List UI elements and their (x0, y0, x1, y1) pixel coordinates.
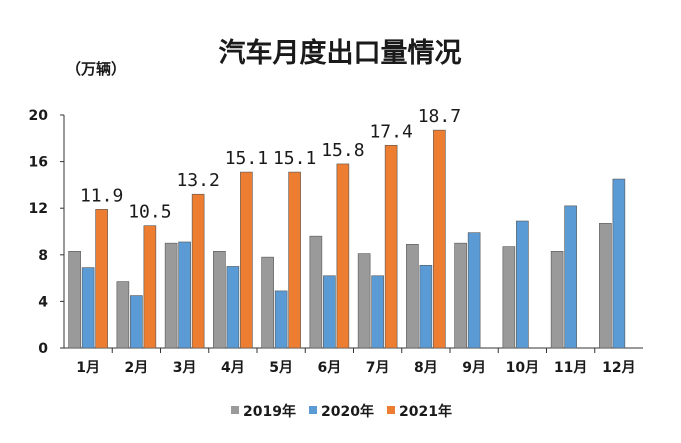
x-tick-label: 11月 (554, 360, 587, 376)
data-label: 15.1 (273, 148, 316, 169)
bar-2019年-9月 (454, 242, 467, 349)
bar-2020年-9月 (467, 232, 481, 349)
bar-2021年-6月 (336, 163, 350, 349)
bar-2020年-7月 (371, 275, 384, 349)
bar-2020年-4月 (226, 266, 240, 349)
data-label: 18.7 (418, 106, 461, 127)
bar-2020年-12月 (612, 178, 626, 349)
legend-label: 2019年 (243, 403, 296, 420)
x-tick-label: 12月 (602, 360, 635, 376)
y-tick-label: 16 (29, 155, 48, 171)
x-tick-label: 6月 (318, 360, 342, 376)
bar-2021年-8月 (433, 129, 446, 349)
bar-2021年-3月 (191, 193, 205, 349)
data-label: 11.9 (80, 185, 123, 206)
bars (68, 129, 626, 349)
chart-title: 汽车月度出口量情况 (219, 37, 462, 69)
data-labels: 11.910.513.215.1 15.1 15.817.418.7 (80, 106, 461, 223)
bar-2020年-8月 (419, 264, 433, 349)
bar-2019年-4月 (213, 251, 226, 349)
bar-2020年-5月 (274, 290, 288, 349)
bar-2021年-1月 (95, 209, 108, 349)
x-tick-label: 3月 (173, 360, 197, 376)
x-tick-label: 9月 (462, 360, 486, 376)
legend-swatch (231, 406, 239, 414)
data-label: 10.5 (128, 202, 171, 223)
legend-label: 2021年 (399, 403, 452, 420)
bar-2019年-11月 (550, 251, 564, 349)
bar-2019年-8月 (406, 244, 419, 349)
bar-2019年-7月 (357, 253, 371, 349)
bar-2019年-12月 (599, 223, 612, 349)
y-tick-label: 8 (38, 248, 48, 264)
bar-2021年-2月 (143, 225, 157, 349)
bar-2020年-3月 (178, 241, 191, 349)
x-tick-label: 1月 (76, 360, 100, 376)
legend-label: 2020年 (321, 403, 374, 420)
bar-2021年-4月 (240, 171, 253, 349)
data-label: 15.8 (321, 140, 364, 161)
y-axis-unit-label: （万辆） (66, 60, 126, 78)
bar-2021年-5月 (288, 171, 301, 349)
x-tick-label: 5月 (269, 360, 293, 376)
x-tick-label: 7月 (366, 360, 390, 376)
bar-2019年-10月 (502, 246, 516, 349)
y-axis-ticks: 0 4 8 12 16 20 (29, 108, 64, 357)
bar-2019年-6月 (309, 235, 323, 349)
y-tick-label: 12 (29, 201, 48, 217)
x-tick-label: 4月 (221, 360, 245, 376)
legend-swatch (309, 406, 317, 414)
x-axis-ticks: 1月 2月 3月 4月 5月 6月 7月 8月 9月 10月 11月 12月 (76, 348, 636, 376)
y-tick-label: 20 (29, 108, 49, 124)
bar-2019年-5月 (261, 256, 274, 349)
x-tick-label: 10月 (506, 360, 539, 376)
x-tick-label: 8月 (414, 360, 438, 376)
data-label: 17.4 (369, 121, 412, 142)
legend-swatch (387, 406, 395, 414)
bar-2020年-11月 (564, 205, 577, 349)
bar-2020年-6月 (323, 275, 336, 349)
bar-2019年-2月 (116, 281, 130, 349)
bar-2020年-2月 (130, 295, 143, 349)
bar-2021年-7月 (384, 144, 398, 349)
data-label: 13.2 (176, 170, 219, 191)
x-tick-label: 2月 (125, 360, 149, 376)
bar-2020年-10月 (516, 220, 529, 349)
bar-2019年-1月 (68, 251, 81, 349)
legend: 2019年 2020年 2021年 (231, 403, 452, 420)
data-label: 15.1 (225, 148, 268, 169)
bar-2019年-3月 (164, 242, 178, 349)
y-tick-label: 4 (38, 294, 48, 310)
y-tick-label: 0 (38, 341, 48, 357)
bar-2020年-1月 (81, 267, 95, 349)
